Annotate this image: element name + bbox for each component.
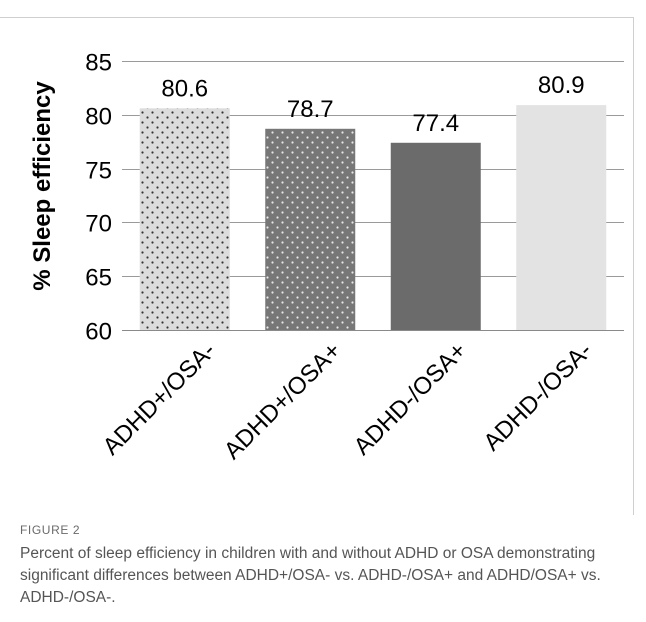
figure-label: FIGURE 2: [20, 523, 81, 537]
bar-chart: 60 65 70 75 80 85 80.6 ADHD+/OSA- 78.7 ADHD+/OSA+…: [0, 17, 634, 515]
y-tick-label: 75: [85, 158, 112, 185]
x-category-label: ADHD+/OSA+: [219, 337, 347, 465]
bars: [139, 105, 607, 331]
x-category-label: ADHD-/OSA+: [349, 337, 472, 460]
bar-2: [265, 128, 356, 330]
figure-caption: Percent of sleep efficiency in children …: [20, 545, 601, 606]
y-tick-label: 65: [85, 265, 112, 292]
bar-4: [516, 105, 607, 330]
data-label: 77.4: [412, 110, 459, 137]
data-label: 80.6: [161, 75, 208, 102]
data-label: 78.7: [287, 96, 334, 123]
y-tick-label: 85: [85, 50, 112, 77]
bar-3: [390, 142, 481, 330]
data-label: 80.9: [538, 72, 585, 99]
bar-1: [139, 108, 230, 331]
y-tick-label: 60: [85, 319, 112, 346]
y-tick-label: 80: [85, 104, 112, 131]
y-axis-title: % Sleep efficiency: [29, 81, 56, 291]
x-category-label: ADHD-/OSA-: [478, 337, 597, 456]
x-category-label: ADHD+/OSA-: [98, 337, 221, 460]
y-tick-label: 70: [85, 211, 112, 238]
